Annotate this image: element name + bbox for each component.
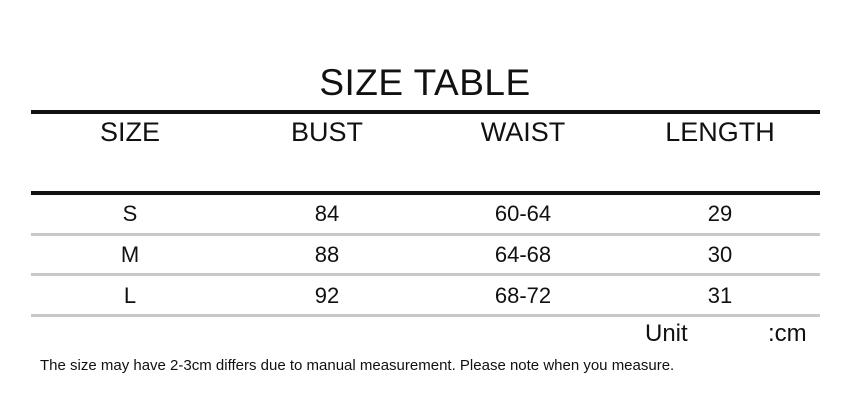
cell-length: 29 <box>707 201 733 226</box>
unit-label: Unit <box>645 320 688 347</box>
column-header-size: SIZE <box>99 117 160 147</box>
cell-length: 30 <box>707 242 733 267</box>
column-header-length: LENGTH <box>665 117 775 147</box>
cell-bust: 88 <box>314 242 340 267</box>
measurement-note: The size may have 2-3cm differs due to m… <box>40 357 675 374</box>
cell-size: S <box>122 201 138 226</box>
row-divider <box>31 273 820 276</box>
table-title: SIZE TABLE <box>319 62 531 103</box>
cell-bust: 84 <box>314 201 340 226</box>
column-header-waist: WAIST <box>480 117 566 147</box>
cell-waist: 64-68 <box>494 242 552 267</box>
cell-bust: 92 <box>314 283 340 308</box>
header-rule <box>31 191 820 195</box>
cell-waist: 68-72 <box>494 283 552 308</box>
cell-length: 31 <box>707 283 733 308</box>
cell-waist: 60-64 <box>494 201 552 226</box>
bottom-rule <box>31 314 820 317</box>
cell-size: L <box>123 283 137 308</box>
top-rule <box>31 110 820 114</box>
cell-size: M <box>120 242 140 267</box>
row-divider <box>31 233 820 236</box>
unit-value: :cm <box>768 320 807 347</box>
column-header-bust: BUST <box>290 117 363 147</box>
